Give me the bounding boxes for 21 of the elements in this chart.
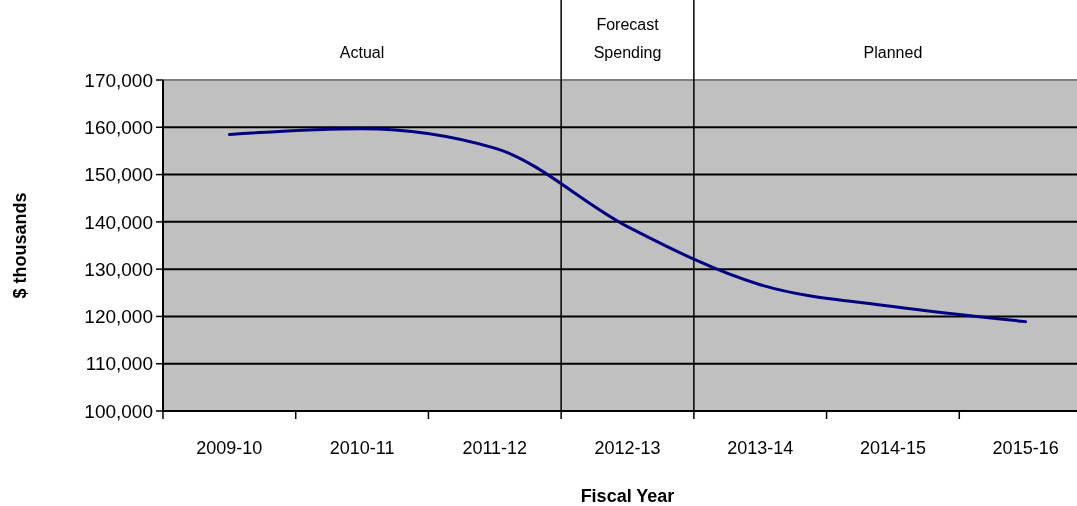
line-series [227, 127, 1028, 324]
x-tick-label: 2011-12 [462, 438, 528, 458]
y-tick-label: 140,000 [84, 211, 153, 233]
x-tick-label: 2013-14 [727, 438, 794, 458]
x-axis-title: Fiscal Year [580, 486, 675, 506]
text: Planned [863, 44, 923, 61]
y-tick-label: 160,000 [84, 116, 153, 138]
x-tick-label: 2010-11 [329, 438, 395, 458]
x-tick-label: 2009-10 [196, 438, 263, 458]
y-tick-label: 100,000 [84, 400, 153, 422]
x-tick-label: 2015-16 [992, 438, 1059, 458]
x-tick-label: 2014-15 [859, 438, 926, 458]
y-tick-label: 170,000 [84, 69, 153, 91]
y-tick-label: 150,000 [84, 164, 153, 186]
text: Actual [339, 44, 385, 61]
x-tick-label: 2012-13 [594, 438, 661, 458]
y-tick-label: 120,000 [84, 306, 153, 328]
text: Forecast Spending [593, 16, 662, 61]
y-axis-title: $ thousands [10, 192, 30, 299]
y-tick-label: 110,000 [85, 353, 153, 375]
y-tick-label: 130,000 [84, 258, 153, 280]
